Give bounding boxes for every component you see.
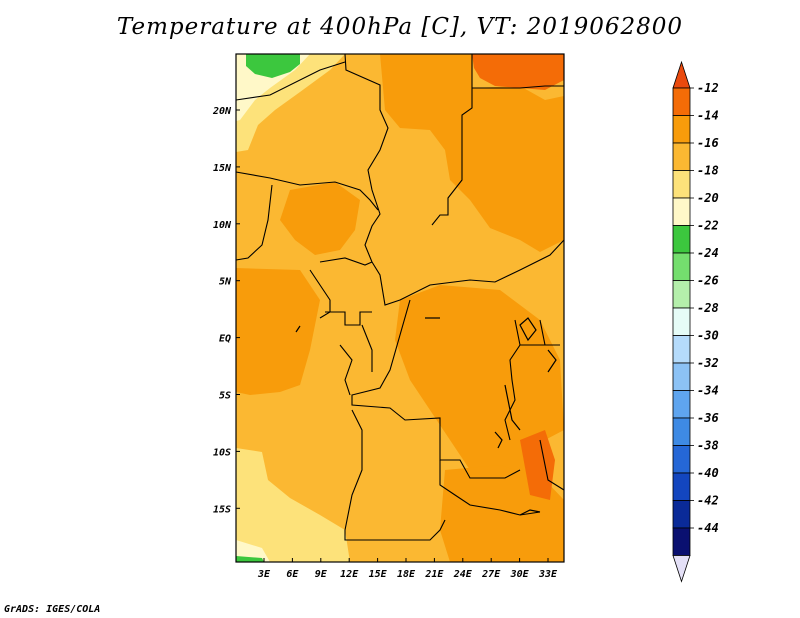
contour-warm-sw (236, 268, 320, 395)
lon-tick-label: 27E (481, 569, 501, 580)
lon-tick-label: 21E (424, 569, 444, 580)
colorbar-level-label: -20 (697, 191, 719, 205)
colorbar-swatch (672, 335, 691, 364)
lat-tick-label: 5S (219, 391, 231, 402)
lat-tick-label: 15S (213, 504, 231, 515)
grads-credit: GrADS: IGES/COLA (4, 604, 101, 615)
colorbar-swatch (672, 142, 691, 171)
colorbar-swatch (672, 362, 691, 391)
colorbar-level-label: -12 (697, 81, 719, 95)
colorbar-bottom-arrow (672, 555, 691, 583)
colorbar-top-arrow (672, 60, 691, 89)
colorbar-swatch (672, 500, 691, 529)
colorbar-level-label: -34 (697, 384, 719, 398)
colorbar-swatch (672, 225, 691, 254)
contour-warm-east (395, 285, 564, 490)
lakes (295, 317, 557, 516)
colorbar-swatch (672, 527, 691, 556)
longitude-axis: 3E 6E 9E 12E 15E 18E 21E 24E 27E 30E 33E (257, 558, 558, 580)
lat-tick-label: EQ (219, 334, 231, 345)
lon-tick-label: 3E (257, 569, 271, 580)
colorbar-level-label: -22 (697, 219, 719, 233)
lat-tick-label: 20N (212, 106, 232, 117)
contour-hot-ne (472, 54, 564, 90)
colorbar-swatch (672, 115, 691, 144)
colorbar-level-label: -40 (697, 466, 719, 480)
colorbar-level-label: -32 (697, 356, 719, 370)
latitude-axis: 20N 15N 10N 5N EQ 5S 10S 15S (212, 106, 240, 515)
colorbar-swatch (672, 252, 691, 281)
colorbar-swatch (672, 445, 691, 474)
colorbar: -12 -14 -16 -18 -20 -22 -24 -26 -28 -30 -32 -34 -36 -… (672, 60, 719, 583)
colorbar-level-label: -42 (697, 494, 719, 508)
colorbar-level-label: -16 (697, 136, 719, 150)
colorbar-level-label: -14 (697, 109, 719, 123)
lat-tick-label: 5N (219, 277, 232, 288)
lon-tick-label: 15E (369, 569, 388, 580)
colorbar-swatch (672, 280, 691, 309)
lon-tick-label: 30E (510, 569, 530, 580)
lon-tick-label: 18E (397, 569, 416, 580)
lon-tick-label: 6E (286, 569, 299, 580)
contour-hot-se (520, 430, 555, 500)
colorbar-swatch (672, 87, 691, 116)
lat-tick-label: 15N (213, 163, 232, 174)
colorbar-level-label: -26 (697, 274, 719, 288)
colorbar-swatch (672, 417, 691, 446)
lon-tick-label: 24E (453, 569, 473, 580)
colorbar-level-label: -18 (697, 164, 719, 178)
colorbar-level-label: -28 (697, 301, 719, 315)
contour-coldest-sw (236, 556, 264, 562)
colorbar-swatch (672, 197, 691, 226)
map-frame (235, 53, 565, 563)
lon-tick-label: 33E (538, 569, 558, 580)
country-borders (235, 53, 565, 541)
colorbar-level-label: -44 (697, 521, 719, 535)
map-panel (235, 53, 565, 563)
contour-warm-central (280, 182, 360, 255)
lat-tick-label: 10S (213, 447, 231, 458)
colorbar-swatch (672, 170, 691, 199)
colorbar-level-label: -24 (697, 246, 719, 260)
chart-title: Temperature at 400hPa [C], VT: 201906280… (116, 14, 684, 40)
contour-cool-sw (236, 448, 350, 562)
colorbar-swatch (672, 307, 691, 336)
contour-cooler-sw (236, 540, 270, 562)
lon-tick-label: 9E (315, 569, 328, 580)
colorbar-level-label: -36 (697, 411, 719, 425)
lat-tick-label: 10N (213, 220, 232, 231)
colorbar-swatch (672, 472, 691, 501)
lon-tick-label: 12E (340, 569, 359, 580)
contour-warm-ne (380, 54, 564, 252)
colorbar-swatch (672, 390, 691, 419)
contour-coldest-nw (246, 54, 300, 78)
colorbar-level-label: -30 (697, 329, 719, 343)
colorbar-level-label: -38 (697, 439, 719, 453)
